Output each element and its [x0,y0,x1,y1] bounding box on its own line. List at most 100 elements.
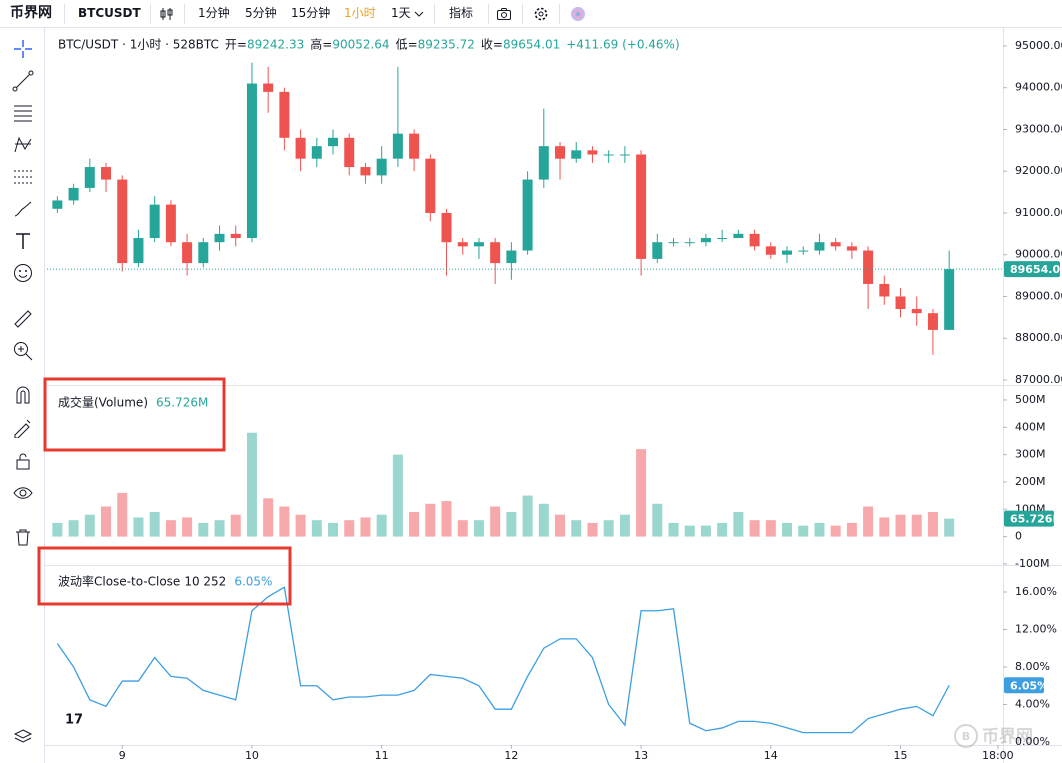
candle-body [830,242,841,247]
x-tick-label: 10 [245,749,259,762]
volume-bar [165,520,176,537]
y-tick-label: 95000.00 [1015,39,1062,52]
prediction-tool[interactable] [12,166,34,188]
volume-bar [863,506,874,537]
trendline-tool[interactable] [12,70,34,92]
legend-stat-label: 高= [310,37,332,52]
volume-bar [538,503,549,537]
magnet-tool[interactable] [12,384,34,406]
candle-body [733,233,744,239]
volatility-line [56,586,950,734]
emoji-tool[interactable] [12,262,34,284]
legend-value: 65.726M [156,396,208,410]
y-tick-label: 300M [1015,448,1046,461]
volume-bar [328,522,339,537]
ruler-tool[interactable] [12,308,34,330]
y-tick-label: 200M [1015,475,1046,488]
drawing-toolbar [0,28,45,763]
candle-body [133,238,144,264]
y-tick-label: 93000.00 [1015,122,1062,135]
symbol-text: BTCUSDT [78,6,141,20]
volume-bar [619,514,630,537]
volume-bar [344,520,355,537]
y-tick-label: 8.00% [1015,660,1050,673]
tv-logo: 17 [65,713,83,728]
candle-body [425,158,436,213]
symbol[interactable]: BTCUSDT [78,0,141,27]
volume-bar [68,520,79,537]
separator [184,4,185,24]
volume-bar [311,520,322,537]
volume-bar [798,525,809,537]
candle-body [214,233,225,243]
zoom-tool[interactable] [12,340,34,362]
volume-bar [765,520,776,537]
text-tool[interactable] [12,230,34,252]
legend-params: 10 252 [184,575,226,589]
legend-stat-label: 开= [225,38,247,52]
candle-body [668,242,679,244]
volume-bar [668,522,679,537]
legend-title: 波动率Close-to-Close [58,574,180,589]
indicators-button[interactable]: 指标 [449,6,474,20]
candle-body [846,246,857,251]
interval-button[interactable]: 15分钟 [291,6,331,20]
volume-bar [101,506,112,537]
candle-body [814,242,825,251]
chart-type-button[interactable] [160,7,174,21]
y-tick-label: 12.00% [1015,622,1057,635]
interval-dropdown[interactable] [414,10,424,18]
candle-body [506,250,517,264]
candle-body [246,83,257,239]
settings-button[interactable] [533,6,549,22]
interval-button[interactable]: 1分钟 [198,6,230,20]
fib-tool[interactable] [12,102,34,124]
interval-button[interactable]: 1天 [391,6,411,20]
svg-text:B: B [962,730,970,743]
visibility-tool[interactable] [12,482,34,504]
value-tag [1004,677,1044,694]
volume-bar [246,432,257,537]
volume-bar [441,501,452,537]
volume-bar [927,511,938,537]
y-tick-label: 0.00% [1015,735,1050,748]
y-tick-label: 88000.00 [1015,331,1062,344]
interval-button[interactable]: 1小时 [344,6,376,20]
candle-body [782,250,793,255]
crosshair-tool[interactable] [12,38,34,60]
candle-body [101,167,112,180]
y-tick-label: 89000.00 [1015,289,1062,302]
volume-bar [182,517,193,537]
screenshot-button[interactable] [496,6,512,22]
separator [150,4,151,24]
value-tag [1004,510,1054,527]
candle-body [749,233,760,247]
watermark-text: 币界网 [982,727,1033,747]
candle-body [182,242,193,264]
pattern-tool[interactable] [12,134,34,156]
brush-tool[interactable] [12,198,34,220]
lock-drawing-tool[interactable] [12,416,34,438]
separator [559,4,560,24]
y-tick-label: 92000.00 [1015,164,1062,177]
candle-body [765,246,776,255]
interval-button[interactable]: 5分钟 [245,6,277,20]
logo[interactable]: 币界网 [10,5,52,21]
volume-bar [473,520,484,537]
y-tick-label: 400M [1015,420,1046,433]
theme-button[interactable] [570,6,586,22]
volume-bar [490,506,501,537]
candle-body [311,146,322,159]
volume-bar [895,514,906,537]
lock-tool[interactable] [12,450,34,472]
legend-title: BTC/USDT · 1小时 · 528BTC [58,38,219,52]
legend-title: 成交量(Volume) [58,395,148,410]
volume-bar [409,511,420,537]
volume-bar [652,503,663,537]
y-tick-label: 0 [1015,530,1022,543]
delete-tool[interactable] [12,526,34,548]
layers-button[interactable] [12,726,34,748]
legend-stat-value: 89242.33 [247,38,304,52]
y-tick-label: 87000.00 [1015,373,1062,386]
watermark: B 币界网 [954,724,1033,748]
